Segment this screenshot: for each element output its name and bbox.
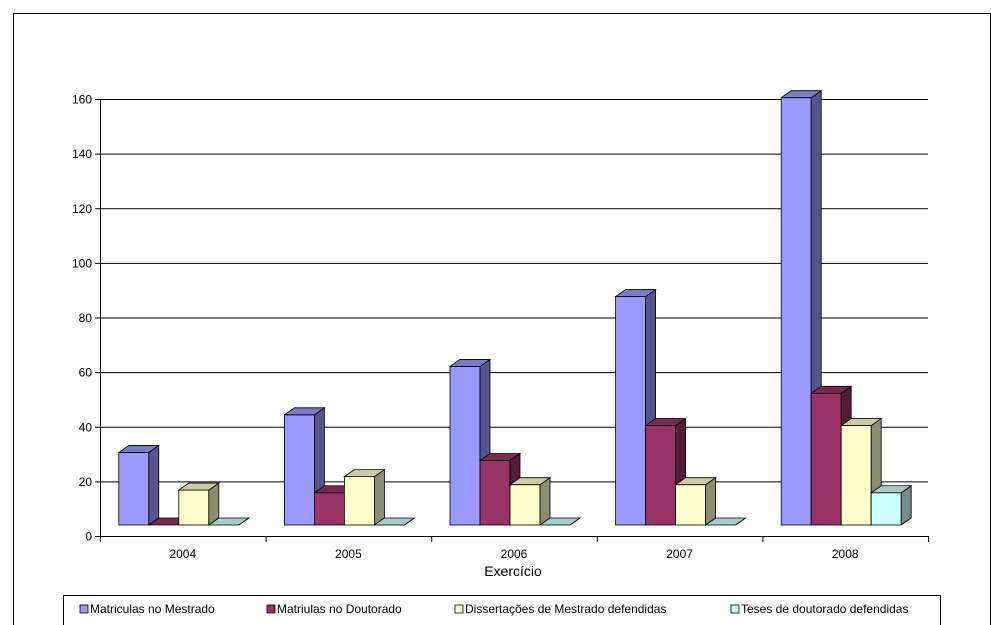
bar: [704, 517, 747, 526]
y-axis: 0 20 40 60 80 100 120 140 160: [72, 93, 101, 544]
bar-top: [614, 289, 657, 297]
bar: [674, 476, 717, 526]
bar-front: [780, 97, 812, 526]
bar-top: [478, 453, 522, 461]
legend-swatch: [454, 604, 464, 614]
legend-item: Matriculas no Mestrado: [79, 602, 215, 616]
bar: [177, 482, 221, 526]
bar-front: [675, 484, 706, 526]
bar-top: [343, 469, 386, 478]
bar-side: [705, 476, 716, 526]
legend-label: Matriculas no Mestrado: [90, 602, 215, 616]
bar-front: [840, 425, 872, 526]
bar-front: [283, 414, 315, 526]
bar-top: [448, 359, 492, 367]
bar-top: [177, 482, 221, 491]
bar: [538, 517, 582, 526]
bar-front: [615, 296, 646, 526]
bar: [343, 468, 386, 526]
bar: [448, 358, 492, 526]
bar-top: [283, 407, 326, 416]
bar-top: [644, 418, 687, 426]
bar-front: [479, 460, 511, 526]
bar-top: [779, 90, 823, 99]
x-tick-label: 2004: [169, 547, 196, 561]
y-tick-label: 120: [72, 202, 92, 216]
bar-front: [118, 452, 150, 526]
bar: [373, 517, 416, 526]
x-tick-label: 2007: [666, 547, 693, 561]
legend: Matriculas no Mestrado Matriulas no Douto…: [63, 595, 941, 625]
bar: [869, 484, 913, 526]
bar-front: [645, 425, 676, 526]
bars: [117, 89, 913, 526]
bar: [117, 444, 161, 526]
legend-label: Teses de doutorado defendidas: [741, 602, 908, 616]
bar-side: [148, 444, 160, 526]
legend-item: Teses de doutorado defendidas: [730, 602, 908, 616]
bar-top: [508, 477, 552, 486]
x-tick-label: 2005: [335, 547, 362, 561]
y-tick-label: 80: [79, 311, 93, 325]
y-tick-label: 100: [72, 256, 92, 270]
bar-front: [509, 484, 541, 526]
legend-swatch: [79, 604, 89, 614]
bar-front: [343, 476, 375, 526]
bar-top: [373, 517, 416, 526]
bar-top: [674, 477, 717, 486]
y-tick-label: 140: [72, 147, 92, 161]
bar-side: [539, 476, 551, 526]
legend-item: Matriulas no Doutorado: [266, 602, 402, 616]
bar: [508, 476, 552, 526]
y-tick-label: 60: [79, 366, 93, 380]
bar-front: [810, 392, 842, 526]
bar-top: [207, 517, 251, 526]
legend-label: Matriulas no Doutorado: [277, 602, 402, 616]
legend-box: [63, 595, 941, 625]
chart-border: [13, 13, 991, 625]
y-tick-label: 40: [79, 420, 93, 434]
y-tick-label: 0: [85, 530, 92, 544]
y-tick-label: 160: [72, 93, 92, 107]
bar-top: [704, 517, 747, 526]
bar-side: [373, 468, 385, 526]
legend-swatch: [266, 604, 276, 614]
legend-swatch: [730, 604, 740, 614]
bar-top: [117, 445, 161, 453]
bar-front: [178, 489, 210, 526]
bar-front: [870, 492, 902, 526]
bar-top: [839, 418, 883, 426]
bar-top: [809, 385, 853, 394]
bar-top: [869, 485, 913, 494]
bar-top: [538, 517, 582, 526]
bar-front: [313, 492, 345, 526]
y-tick-label: 20: [79, 475, 93, 489]
bar-front: [449, 366, 481, 526]
legend-item: Dissertações de Mestrado defendidas: [454, 602, 666, 616]
x-tick-label: 2006: [501, 547, 528, 561]
x-tick-label: 2008: [832, 547, 859, 561]
x-axis-title: Exercício: [484, 563, 542, 579]
gridlines: [100, 99, 928, 483]
bar: [207, 517, 251, 526]
x-axis: 2004 2005 2006 2007 2008: [95, 536, 929, 561]
legend-label: Dissertações de Mestrado defendidas: [465, 602, 666, 616]
